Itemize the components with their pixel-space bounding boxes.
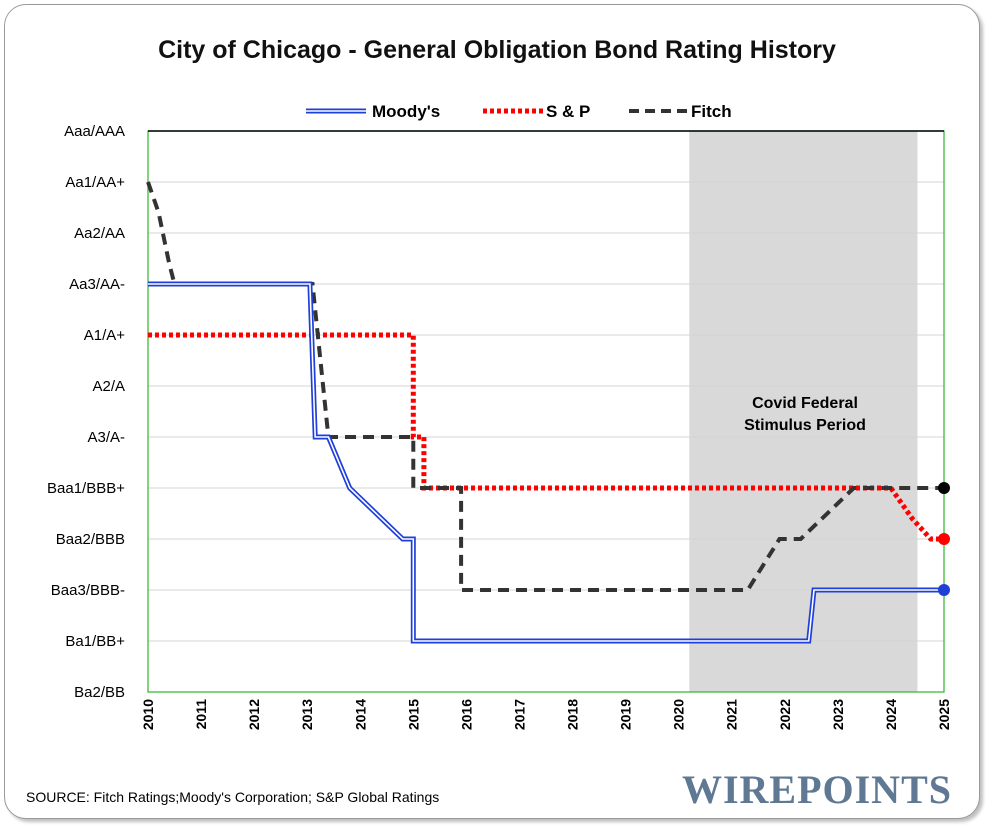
legend-label-fitch: Fitch <box>691 102 732 121</box>
y-tick-label: Aa2/AA <box>74 225 125 242</box>
x-tick-label: 2020 <box>671 699 687 730</box>
chart-title: City of Chicago - General Obligation Bon… <box>158 36 836 64</box>
shaded-region-label-line2: Stimulus Period <box>744 417 866 434</box>
x-tick-label: 2010 <box>140 699 156 730</box>
series-end-point-moody-s <box>938 584 950 596</box>
legend-label-sp: S & P <box>546 102 590 121</box>
source-note: SOURCE: Fitch Ratings;Moody's Corporatio… <box>26 789 439 805</box>
y-tick-label: A3/A- <box>87 429 125 446</box>
y-tick-label: A2/A <box>92 378 125 395</box>
y-tick-label: Ba1/BB+ <box>65 633 125 650</box>
legend-item-sp: S & P <box>483 102 590 121</box>
y-tick-label: Baa2/BBB <box>56 531 125 548</box>
x-tick-label: 2025 <box>936 699 952 730</box>
y-tick-label: Baa3/BBB- <box>51 582 125 599</box>
y-tick-label: A1/A+ <box>84 327 126 344</box>
x-tick-label: 2019 <box>618 699 634 730</box>
y-tick-label: Aa1/AA+ <box>65 174 125 191</box>
series-line-fitch <box>146 181 944 592</box>
x-tick-label: 2018 <box>565 699 581 730</box>
x-tick-label: 2015 <box>405 699 421 730</box>
x-tick-label: 2016 <box>458 699 474 730</box>
x-tick-label: 2017 <box>511 699 527 730</box>
x-tick-label: 2012 <box>246 699 262 730</box>
x-tick-label: 2022 <box>777 699 793 730</box>
legend-item-fitch: Fitch <box>629 102 732 121</box>
legend: Moody's S & P Fitch <box>306 102 732 121</box>
series-end-point-s-p <box>938 533 950 545</box>
x-tick-label: 2021 <box>724 699 740 730</box>
x-tick-label: 2011 <box>193 699 209 730</box>
x-tick-label: 2013 <box>299 699 315 730</box>
legend-item-moodys: Moody's <box>306 102 440 121</box>
shaded-region-label-line1: Covid Federal <box>752 395 858 412</box>
x-tick-label: 2014 <box>352 699 368 730</box>
wirepoints-logo: WIREPOINTS <box>682 767 952 812</box>
legend-label-moodys: Moody's <box>372 102 440 121</box>
x-tick-label: 2024 <box>883 699 899 730</box>
series-end-point-fitch <box>938 482 950 494</box>
y-tick-label: Aa3/AA- <box>69 276 125 293</box>
x-tick-label: 2023 <box>830 699 846 730</box>
y-tick-label: Ba2/BB <box>74 684 125 701</box>
y-tick-label: Baa1/BBB+ <box>47 480 125 497</box>
series-line-moody-s-inner <box>148 283 944 642</box>
y-tick-label: Aaa/AAA <box>64 123 125 140</box>
covid-stimulus-shaded-region <box>689 131 918 692</box>
plot-area: Aaa/AAA Aa1/AA+ Aa2/AA Aa3/AA- A1/A+ A2/A A3/A… <box>47 123 952 730</box>
